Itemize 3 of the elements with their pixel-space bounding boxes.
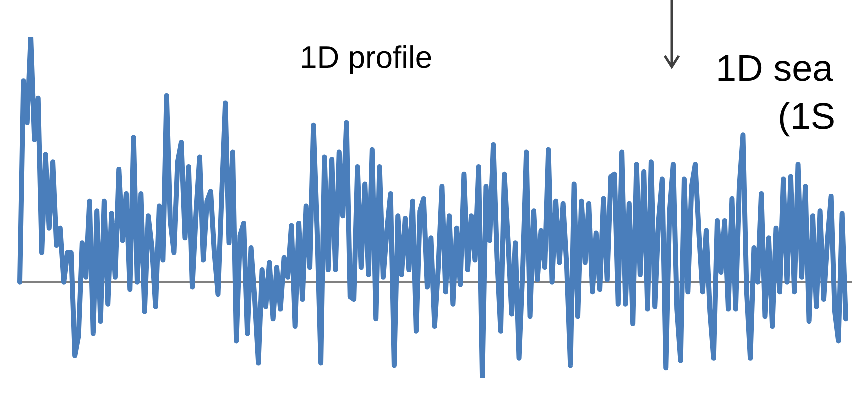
- annotation: 1D sea: [716, 48, 834, 89]
- annotation: (1S: [778, 96, 836, 137]
- annotation: 1D profile: [300, 40, 433, 75]
